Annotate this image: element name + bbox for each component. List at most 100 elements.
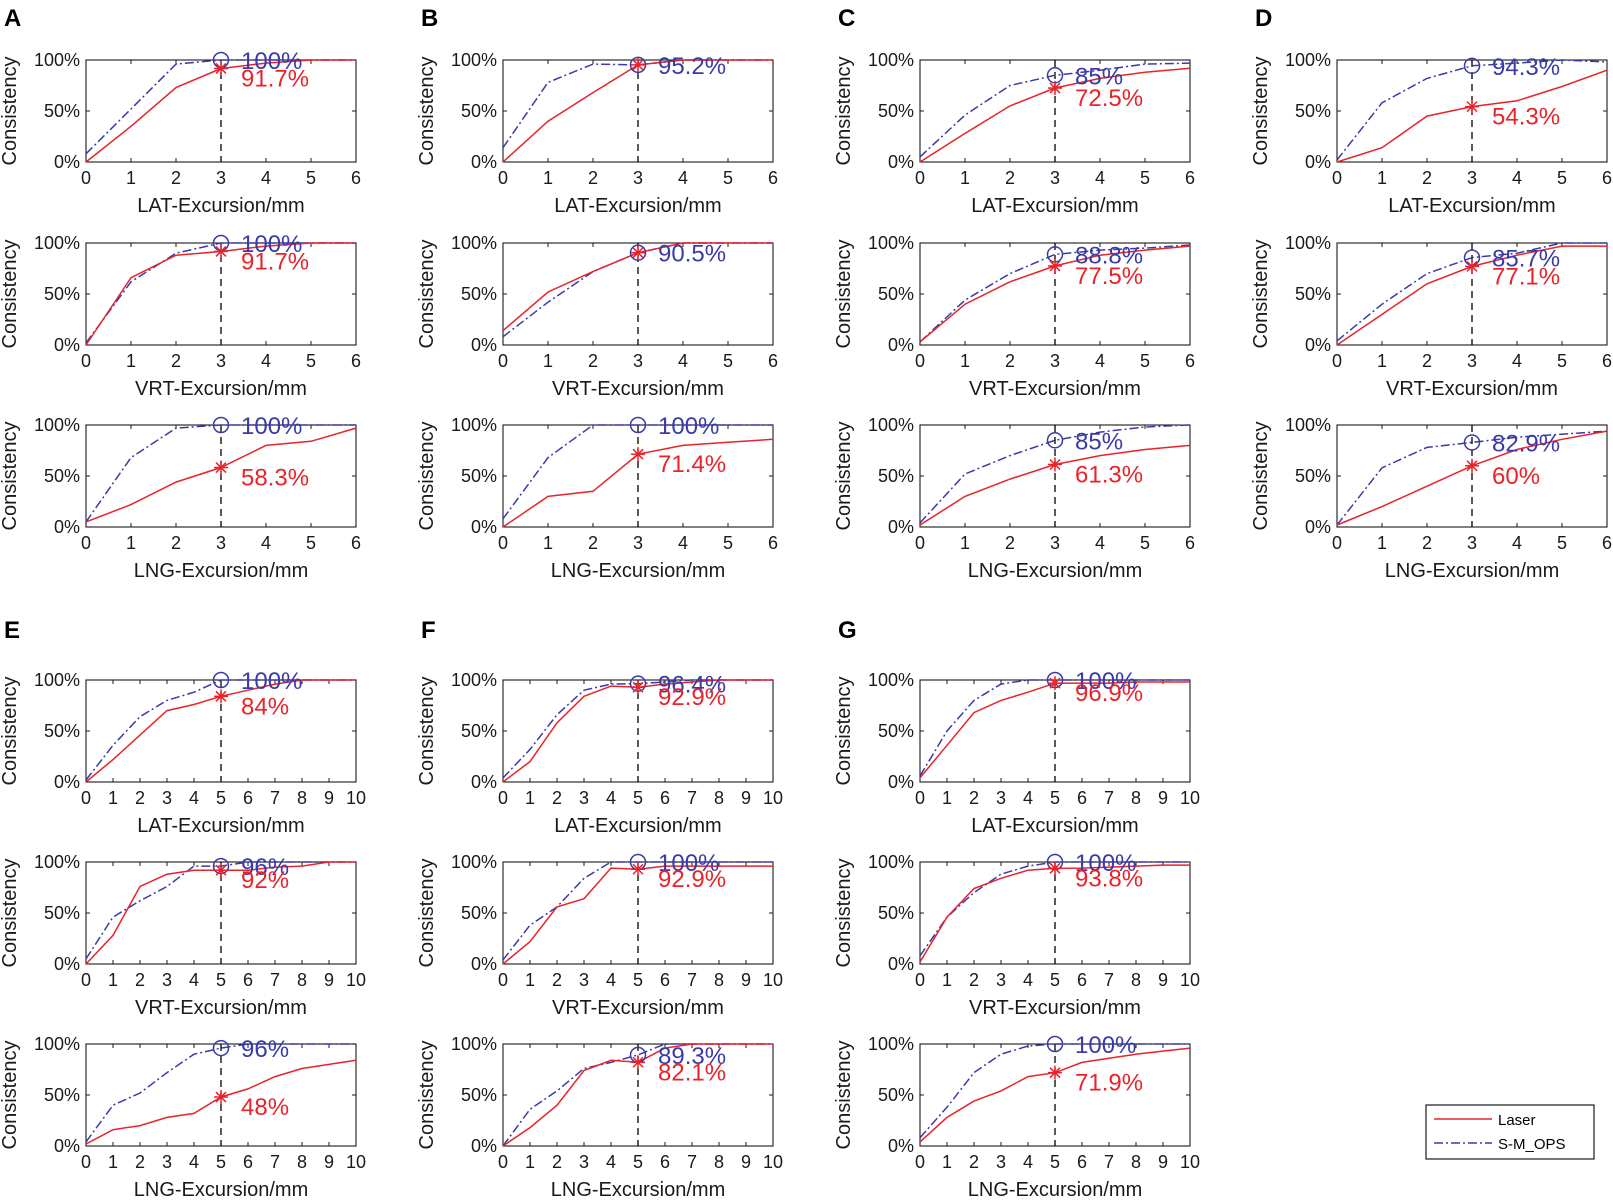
x-tick-label: 0 [81,533,91,553]
x-tick-label: 7 [270,970,280,990]
x-tick-label: 0 [498,970,508,990]
x-tick-label: 4 [261,533,271,553]
x-tick-label: 6 [1077,788,1087,808]
x-tick-label: 4 [1512,351,1522,371]
x-tick-label: 4 [1095,351,1105,371]
x-axis-label: LNG-Excursion/mm [968,1179,1142,1201]
x-tick-label: 4 [1023,1152,1033,1172]
laser-marker [214,1090,228,1105]
y-tick-label: 50% [44,1085,80,1105]
x-tick-label: 4 [606,970,616,990]
x-axis-label: VRT-Excursion/mm [969,997,1141,1019]
x-tick-label: 3 [579,970,589,990]
x-tick-label: 6 [243,788,253,808]
x-tick-label: 4 [1095,533,1105,553]
x-tick-label: 9 [741,1152,751,1172]
x-tick-label: 2 [969,788,979,808]
y-tick-label: 0% [54,772,80,792]
laser-marker [631,245,645,260]
x-tick-label: 2 [135,970,145,990]
smops-value-label: 100% [658,850,719,877]
x-axis-label: VRT-Excursion/mm [969,378,1141,400]
x-tick-label: 2 [588,533,598,553]
subplot-g-2: 0% 50% 100% 0 1 2 3 4 5 6 7 8 9 10 VRT-Excursion/mm Con… [833,850,1200,1019]
x-tick-label: 0 [498,533,508,553]
y-tick-label: 100% [451,670,497,690]
laser-marker-stroke [632,1056,644,1068]
x-tick-label: 6 [351,533,361,553]
smops-value-label: 95.2% [658,53,726,80]
x-tick-label: 2 [1005,168,1015,188]
y-axis-label: Consistency [0,240,21,349]
x-tick-label: 3 [162,788,172,808]
x-tick-label: 2 [135,1152,145,1172]
subplot-d-2: 0% 50% 100% 0 1 2 3 4 5 6 VRT-Excursion/mm Consiste… [1250,233,1612,400]
y-axis-label: Consistency [1250,57,1272,166]
laser-marker [1048,861,1062,876]
y-axis-label: Consistency [833,57,855,166]
x-tick-label: 5 [306,351,316,371]
x-tick-label: 6 [243,970,253,990]
x-tick-label: 6 [1602,533,1612,553]
x-tick-label: 4 [1023,970,1033,990]
x-tick-label: 5 [1557,533,1567,553]
y-tick-label: 0% [888,1136,914,1156]
x-tick-label: 4 [189,788,199,808]
x-tick-label: 0 [81,788,91,808]
y-tick-label: 100% [451,1034,497,1054]
x-tick-label: 2 [552,788,562,808]
x-tick-label: 7 [687,788,697,808]
x-tick-label: 1 [126,533,136,553]
legend-box [1425,1104,1595,1160]
y-tick-label: 50% [878,466,914,486]
x-axis-label: VRT-Excursion/mm [1386,378,1558,400]
x-tick-label: 3 [579,1152,589,1172]
x-tick-label: 4 [1512,533,1522,553]
smops-line [919,62,1191,158]
laser-value-label: 92.9% [658,866,726,893]
smops-value-label: 96.4% [658,672,726,699]
x-tick-label: 1 [543,533,553,553]
x-tick-label: 2 [171,168,181,188]
x-tick-label: 1 [525,970,535,990]
y-axis-label: Consistency [0,1041,21,1150]
x-tick-label: 0 [1332,351,1342,371]
x-tick-label: 2 [171,351,181,371]
y-axis-label: Consistency [416,677,438,786]
x-tick-label: 10 [763,788,783,808]
laser-value-label: 58.3% [241,465,309,492]
x-tick-label: 0 [81,970,91,990]
y-tick-label: 0% [54,1136,80,1156]
x-axis-label: LNG-Excursion/mm [551,560,725,582]
smops-marker [629,416,647,434]
laser-value-label: 77.1% [1492,263,1560,290]
x-tick-label: 1 [126,351,136,371]
smops-value-label: 89.3% [658,1043,726,1070]
y-tick-label: 100% [1285,415,1331,435]
x-tick-label: 4 [678,533,688,553]
subplot-e-3: 0% 50% 100% 0 1 2 3 4 5 6 7 8 9 10 LNG-Excursion/mm Con… [0,1034,366,1201]
y-tick-label: 100% [868,670,914,690]
y-tick-label: 0% [1305,517,1331,537]
laser-marker [1048,81,1062,96]
x-tick-label: 9 [324,1152,334,1172]
laser-value-label: 71.4% [658,451,726,478]
panel-letter-d: D [1255,5,1272,32]
x-tick-label: 0 [498,351,508,371]
smops-marker [629,244,647,261]
laser-marker [631,862,645,877]
smops-value-label: 100% [241,413,302,440]
subplot-d-1: 0% 50% 100% 0 1 2 3 4 5 6 LAT-Excursion/mm Consiste… [1250,50,1612,217]
y-tick-label: 0% [888,517,914,537]
y-tick-label: 0% [54,335,80,355]
smops-line [502,424,773,520]
laser-marker [1465,458,1479,473]
x-tick-label: 1 [1377,533,1387,553]
laser-marker-stroke [1049,82,1061,94]
laser-marker [214,61,228,76]
y-tick-label: 100% [34,415,80,435]
x-tick-label: 8 [297,970,307,990]
x-tick-label: 3 [1467,168,1477,188]
smops-value-label: 100% [658,413,719,440]
x-axis-label: VRT-Excursion/mm [135,378,307,400]
